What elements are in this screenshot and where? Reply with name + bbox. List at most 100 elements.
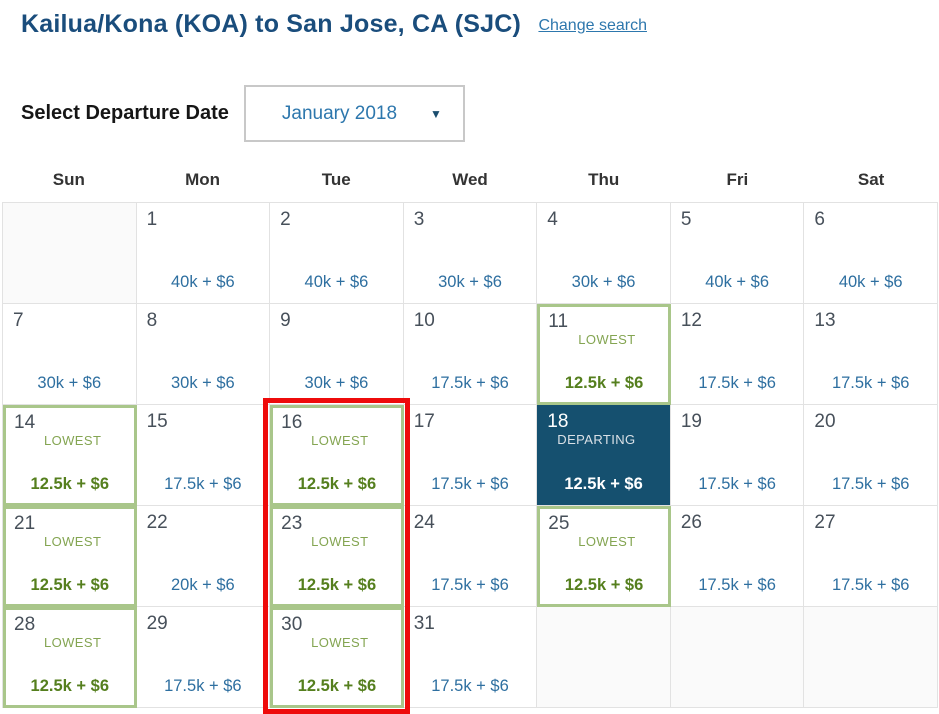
calendar-day-14[interactable]: 14 LOWEST 12.5k + $6	[3, 405, 137, 506]
departure-date-calendar: Sun Mon Tue Wed Thu Fri Sat 1 40k + $6 2 40k + $6…	[2, 170, 938, 714]
month-dropdown[interactable]: January 2018 ▼	[243, 85, 465, 142]
day-number: 2	[280, 209, 291, 230]
day-number: 6	[814, 209, 825, 230]
award-price: 17.5k + $6	[698, 475, 776, 493]
day-number: 22	[146, 512, 168, 533]
calendar-day-25[interactable]: 25 LOWEST 12.5k + $6	[537, 506, 671, 607]
day-number: 20	[814, 411, 836, 432]
calendar-day-12[interactable]: 12 17.5k + $6	[670, 304, 805, 405]
calendar-day-22[interactable]: 22 20k + $6	[136, 506, 271, 607]
calendar-day-6[interactable]: 6 40k + $6	[804, 203, 938, 304]
calendar-day-17[interactable]: 17 17.5k + $6	[403, 405, 538, 506]
award-price: 30k + $6	[571, 273, 636, 291]
departing-badge: DEPARTING	[557, 432, 636, 447]
calendar-day-27[interactable]: 27 17.5k + $6	[804, 506, 938, 607]
award-price: 12.5k + $6	[30, 677, 109, 695]
lowest-badge: LOWEST	[311, 635, 369, 650]
calendar-day-30[interactable]: 30 LOWEST 12.5k + $6	[270, 607, 404, 708]
day-number: 24	[413, 512, 435, 533]
day-number: 14	[14, 412, 36, 433]
award-price: 12.5k + $6	[564, 475, 643, 493]
day-number: 17	[413, 411, 435, 432]
day-number: 21	[14, 513, 36, 534]
calendar-day-15[interactable]: 15 17.5k + $6	[136, 405, 271, 506]
weekday-header-mon: Mon	[185, 170, 221, 189]
lowest-badge: LOWEST	[578, 534, 636, 549]
lowest-badge: LOWEST	[311, 534, 369, 549]
award-price: 40k + $6	[304, 273, 369, 291]
select-departure-date-label: Select Departure Date	[21, 102, 229, 124]
day-number: 19	[680, 411, 702, 432]
calendar-day-31[interactable]: 31 17.5k + $6	[403, 607, 538, 708]
calendar-day-9[interactable]: 9 30k + $6	[270, 304, 404, 405]
day-number: 7	[13, 310, 24, 331]
calendar-day-21[interactable]: 21 LOWEST 12.5k + $6	[3, 506, 137, 607]
day-number: 27	[814, 512, 836, 533]
chevron-down-icon: ▼	[429, 106, 442, 121]
day-number: 13	[814, 310, 836, 331]
award-price: 17.5k + $6	[698, 374, 776, 392]
day-number: 23	[281, 513, 303, 534]
calendar-day-19[interactable]: 19 17.5k + $6	[670, 405, 805, 506]
day-number: 8	[146, 310, 158, 331]
award-price: 20k + $6	[170, 576, 235, 594]
change-search-link[interactable]: Change search	[538, 17, 647, 34]
calendar-day-28[interactable]: 28 LOWEST 12.5k + $6	[3, 607, 137, 708]
day-number: 31	[413, 613, 435, 634]
calendar-day-10[interactable]: 10 17.5k + $6	[403, 304, 538, 405]
award-price: 17.5k + $6	[831, 475, 910, 493]
calendar-day-13[interactable]: 13 17.5k + $6	[804, 304, 938, 405]
award-price: 17.5k + $6	[431, 475, 509, 493]
calendar-day-4[interactable]: 4 30k + $6	[537, 203, 671, 304]
page-title: Kailua/Kona (KOA) to San Jose, CA (SJC)	[21, 10, 521, 38]
award-price: 17.5k + $6	[164, 475, 242, 493]
weekday-header-row: Sun Mon Tue Wed Thu Fri Sat	[2, 170, 938, 202]
day-number: 30	[281, 614, 303, 635]
lowest-badge: LOWEST	[44, 433, 102, 448]
day-number: 5	[680, 209, 692, 230]
lowest-badge: LOWEST	[578, 332, 636, 347]
weekday-header-thu: Thu	[588, 170, 620, 189]
calendar-day-7[interactable]: 7 30k + $6	[3, 304, 137, 405]
calendar-day-26[interactable]: 26 17.5k + $6	[670, 506, 805, 607]
calendar-day-29[interactable]: 29 17.5k + $6	[136, 607, 271, 708]
calendar-day-5[interactable]: 5 40k + $6	[670, 203, 805, 304]
calendar-day-3[interactable]: 3 30k + $6	[403, 203, 538, 304]
award-price: 12.5k + $6	[564, 374, 644, 392]
day-number: 1	[146, 209, 158, 230]
weekday-header-fri: Fri	[726, 170, 749, 189]
day-number: 3	[413, 209, 425, 230]
award-price: 12.5k + $6	[30, 475, 109, 493]
calendar-day-18[interactable]: 18 DEPARTING 12.5k + $6	[537, 405, 671, 506]
lowest-badge: LOWEST	[311, 433, 369, 448]
day-number: 18	[547, 411, 569, 432]
award-price: 17.5k + $6	[431, 677, 509, 695]
calendar-day-1[interactable]: 1 40k + $6	[136, 203, 271, 304]
award-price: 17.5k + $6	[431, 374, 509, 392]
award-price: 12.5k + $6	[564, 576, 644, 594]
award-price: 17.5k + $6	[831, 374, 910, 392]
award-price: 30k + $6	[170, 374, 235, 392]
award-price: 30k + $6	[37, 374, 102, 392]
day-number: 26	[680, 512, 702, 533]
day-number: 16	[281, 412, 303, 433]
calendar-day-8[interactable]: 8 30k + $6	[136, 304, 271, 405]
lowest-badge: LOWEST	[44, 534, 102, 549]
weekday-header-wed: Wed	[452, 170, 488, 189]
calendar-day-16[interactable]: 16 LOWEST 12.5k + $6	[270, 405, 404, 506]
weekday-header-sun: Sun	[52, 170, 85, 189]
award-price: 30k + $6	[438, 273, 502, 291]
calendar-cell-empty	[804, 607, 938, 708]
award-price: 12.5k + $6	[297, 475, 377, 493]
day-number: 12	[680, 310, 702, 331]
calendar-day-20[interactable]: 20 17.5k + $6	[804, 405, 938, 506]
award-price: 12.5k + $6	[297, 677, 377, 695]
calendar-day-24[interactable]: 24 17.5k + $6	[403, 506, 538, 607]
calendar-cell-empty	[537, 607, 671, 708]
award-price: 30k + $6	[304, 374, 369, 392]
day-number: 11	[548, 311, 569, 332]
calendar-day-11[interactable]: 11 LOWEST 12.5k + $6	[537, 304, 671, 405]
calendar-day-2[interactable]: 2 40k + $6	[270, 203, 404, 304]
calendar-day-23[interactable]: 23 LOWEST 12.5k + $6	[270, 506, 404, 607]
calendar-grid: 1 40k + $6 2 40k + $6 3 30k + $6 4 30k + $6 5 40k…	[2, 202, 938, 708]
